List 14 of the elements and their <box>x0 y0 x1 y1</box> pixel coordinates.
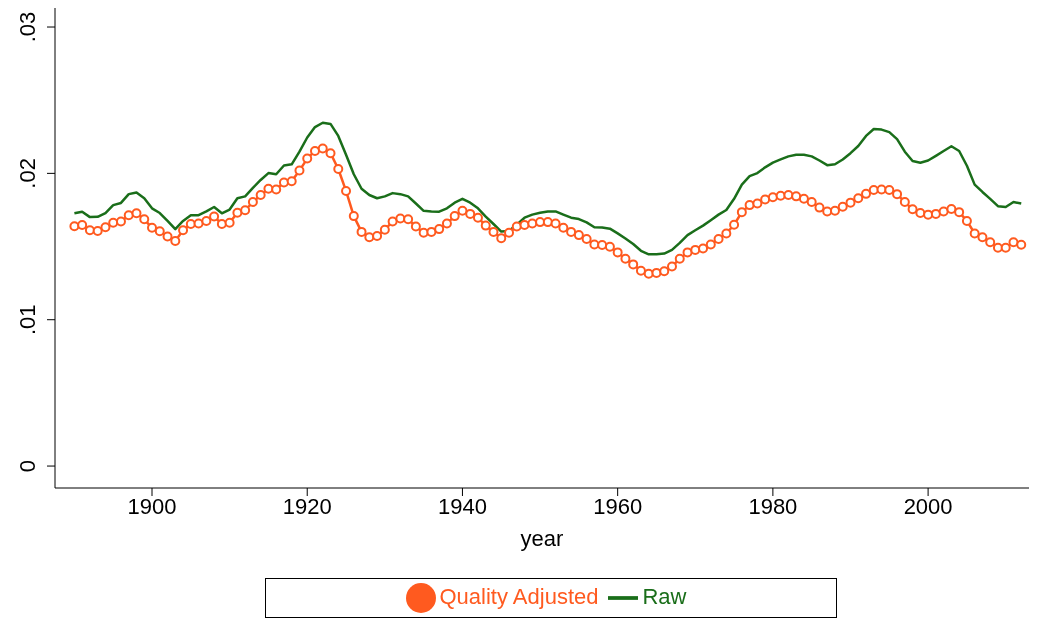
y-tick-label: .01 <box>15 304 40 335</box>
x-tick-label: 2000 <box>903 493 953 519</box>
x-tick-label: 1960 <box>593 493 643 519</box>
legend-label: Raw <box>642 583 687 609</box>
y-tick-label: .02 <box>15 158 40 189</box>
y-tick-label: .03 <box>15 11 40 43</box>
x-tick-label: 1900 <box>127 493 177 519</box>
legend-label: Quality Adjusted <box>439 583 599 609</box>
x-tick-label: 1940 <box>437 493 487 519</box>
x-axis-title: year <box>520 525 564 551</box>
line-series <box>73 121 1023 256</box>
x-tick-label: 1920 <box>282 493 332 519</box>
x-tick-label: 1980 <box>748 493 798 519</box>
y-tick-label: 0 <box>15 459 40 473</box>
